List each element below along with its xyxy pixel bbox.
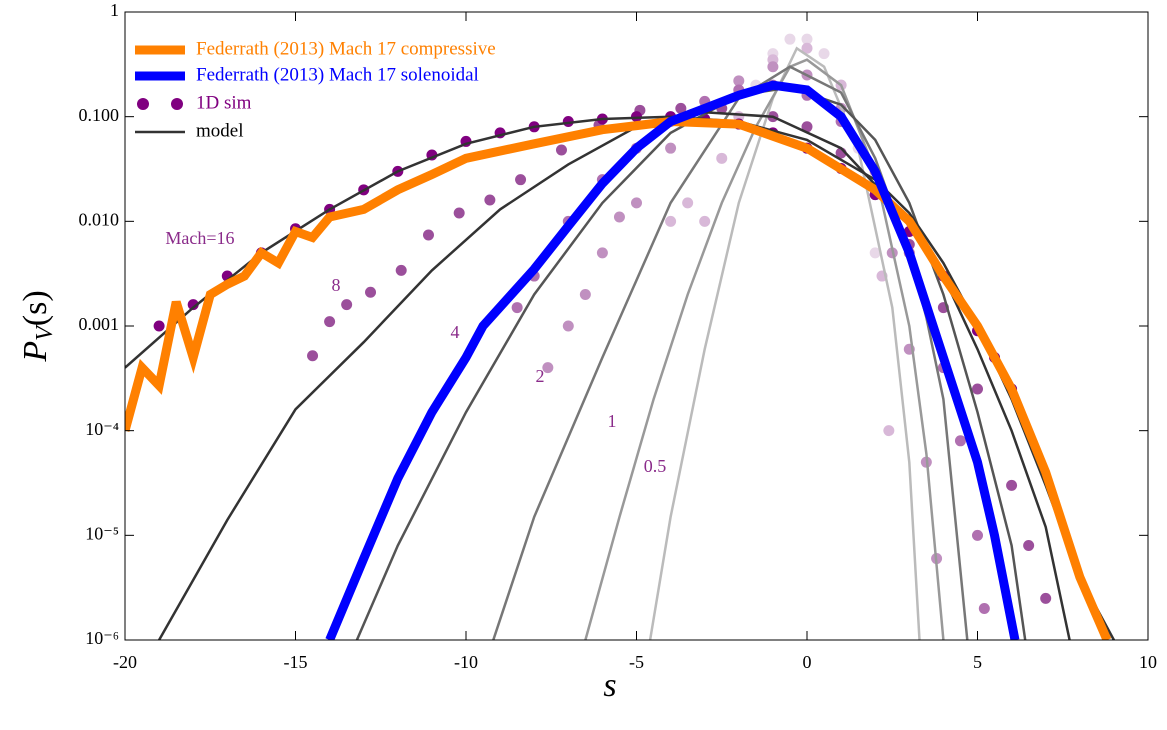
x-tick-label: 0: [803, 652, 812, 672]
y-tick-label: 0.010: [79, 209, 120, 229]
mach-label: 0.5: [644, 456, 667, 476]
legend-marker: [137, 98, 149, 110]
y-tick-label: 0.100: [79, 105, 120, 125]
sim-point: [1023, 539, 1035, 551]
sim-point: [682, 197, 694, 209]
sim-point: [801, 42, 813, 54]
y-tick-label: 10⁻⁴: [85, 419, 119, 439]
model-line: [492, 65, 969, 640]
legend-label: Federrath (2013) Mach 17 compressive: [196, 38, 496, 59]
sim-point: [801, 33, 813, 45]
sim-point: [307, 350, 319, 362]
sim-point: [869, 247, 881, 259]
sim-point: [365, 286, 377, 298]
sim-point: [818, 48, 830, 60]
y-tick-label: 0.001: [79, 314, 120, 334]
sim-point: [784, 33, 796, 45]
model-line: [125, 115, 1115, 640]
model-line: [648, 46, 921, 640]
x-tick-label: -10: [454, 652, 478, 672]
mach-label: 1: [608, 411, 617, 431]
reference-line: [325, 80, 1020, 640]
sim-point: [733, 75, 745, 87]
sim-point: [675, 102, 687, 114]
plot-area: [125, 33, 1115, 640]
legend-label: Federrath (2013) Mach 17 solenoidal: [196, 64, 479, 85]
sim-point: [972, 383, 983, 395]
y-label-rest: (s): [17, 290, 54, 326]
reference-line: [125, 116, 1112, 640]
y-axis-label: PV(s): [17, 290, 58, 362]
x-axis-label: s: [603, 667, 616, 704]
x-tick-label: 5: [973, 652, 982, 672]
sim-point: [511, 302, 523, 314]
mach-label: 8: [332, 275, 341, 295]
legend-label: 1D sim: [196, 92, 252, 113]
sim-point: [422, 229, 434, 241]
sim-point: [767, 61, 779, 73]
x-tick-label: -20: [113, 652, 137, 672]
x-tick-label: -5: [629, 652, 644, 672]
sim-point: [555, 144, 567, 156]
mach-label: Mach=16: [165, 228, 234, 248]
legend-label: model: [196, 120, 244, 141]
sim-point: [972, 529, 983, 541]
sim-point: [579, 288, 591, 300]
sim-point: [596, 247, 608, 259]
sim-point: [883, 425, 895, 437]
sim-point: [978, 602, 990, 614]
sim-point: [324, 316, 336, 328]
sim-point: [187, 299, 199, 311]
y-label-main: P: [17, 341, 54, 363]
sim-point: [542, 362, 554, 374]
sim-point: [716, 152, 728, 164]
x-tick-label: 10: [1139, 652, 1157, 672]
sim-point: [562, 320, 574, 332]
sim-point: [954, 435, 966, 447]
sim-point: [395, 264, 407, 276]
sim-point: [153, 320, 165, 332]
sim-point: [665, 142, 677, 154]
sim-point: [699, 215, 711, 227]
legend-marker: [171, 98, 183, 110]
sim-point: [801, 121, 813, 133]
sim-point: [453, 207, 465, 219]
sim-point: [484, 194, 496, 206]
sim-point: [341, 299, 353, 311]
y-tick-label: 1: [110, 0, 119, 20]
sim-point: [1006, 479, 1018, 491]
sim-point: [631, 197, 642, 209]
x-tick-label: -15: [284, 652, 308, 672]
sim-point: [1040, 592, 1052, 604]
sim-point: [613, 211, 625, 223]
y-tick-label: 10⁻⁶: [85, 628, 119, 648]
sim-point: [515, 174, 527, 186]
sim-point: [665, 215, 677, 227]
y-label-sub: V: [32, 324, 58, 341]
y-tick-label: 10⁻⁵: [85, 523, 119, 543]
mach-label: 4: [451, 322, 460, 342]
mach-label: 2: [536, 366, 545, 386]
